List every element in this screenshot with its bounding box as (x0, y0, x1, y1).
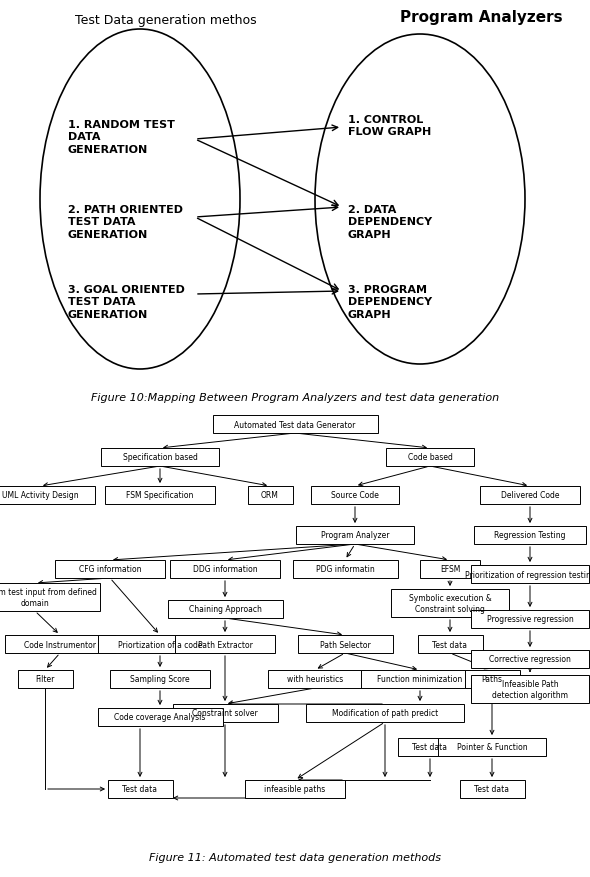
Text: CFG information: CFG information (78, 565, 141, 574)
Text: Code based: Code based (408, 453, 453, 462)
Text: Code Instrumentor: Code Instrumentor (24, 639, 96, 649)
Text: PDG informatin: PDG informatin (316, 565, 375, 574)
FancyBboxPatch shape (398, 738, 463, 756)
Text: infeasible paths: infeasible paths (264, 785, 326, 794)
FancyBboxPatch shape (474, 526, 586, 545)
Text: Test Data generation methos: Test Data generation methos (75, 14, 257, 27)
FancyBboxPatch shape (297, 635, 392, 653)
FancyBboxPatch shape (471, 650, 589, 668)
Text: 2. PATH ORIENTED
TEST DATA
GENERATION: 2. PATH ORIENTED TEST DATA GENERATION (68, 204, 183, 239)
Text: 3. GOAL ORIENTED
TEST DATA
GENERATION: 3. GOAL ORIENTED TEST DATA GENERATION (68, 285, 185, 319)
Text: 3. PROGRAM
DEPENDENCY
GRAPH: 3. PROGRAM DEPENDENCY GRAPH (348, 285, 432, 319)
Text: Program Analyzers: Program Analyzers (400, 10, 563, 25)
Text: Figure 11: Automated test data generation methods: Figure 11: Automated test data generatio… (149, 852, 441, 862)
Text: Prioritization of regression testing: Prioritization of regression testing (465, 570, 590, 579)
Text: Infeasible Path
detection algorithm: Infeasible Path detection algorithm (492, 680, 568, 699)
Text: Automated Test data Generator: Automated Test data Generator (234, 420, 356, 429)
Text: Test data: Test data (474, 785, 510, 794)
Text: 1. RANDOM TEST
DATA
GENERATION: 1. RANDOM TEST DATA GENERATION (68, 120, 175, 154)
Text: Program Analyzer: Program Analyzer (321, 531, 389, 540)
FancyBboxPatch shape (311, 487, 399, 504)
FancyBboxPatch shape (418, 635, 483, 653)
FancyBboxPatch shape (101, 448, 219, 467)
FancyBboxPatch shape (293, 560, 398, 578)
FancyBboxPatch shape (175, 635, 275, 653)
Text: Modification of path predict: Modification of path predict (332, 709, 438, 717)
FancyBboxPatch shape (107, 781, 172, 798)
Text: Priortization of a code: Priortization of a code (118, 639, 202, 649)
Text: Random test input from defined
domain: Random test input from defined domain (0, 588, 96, 607)
FancyBboxPatch shape (0, 487, 95, 504)
Text: Filter: Filter (35, 674, 55, 684)
FancyBboxPatch shape (438, 738, 546, 756)
FancyBboxPatch shape (267, 670, 362, 688)
FancyBboxPatch shape (245, 781, 345, 798)
Text: Figure 10:Mapping Between Program Analyzers and test data generation: Figure 10:Mapping Between Program Analyz… (91, 393, 499, 403)
Text: FSM Specification: FSM Specification (126, 491, 194, 500)
Text: Constraint solver: Constraint solver (192, 709, 258, 717)
Text: Paths: Paths (481, 674, 503, 684)
Text: Test data: Test data (432, 639, 467, 649)
FancyBboxPatch shape (247, 487, 293, 504)
FancyBboxPatch shape (480, 487, 580, 504)
FancyBboxPatch shape (361, 670, 479, 688)
Text: Pointer & Function: Pointer & Function (457, 743, 527, 752)
FancyBboxPatch shape (391, 589, 509, 617)
Text: Test data: Test data (412, 743, 447, 752)
Text: Source Code: Source Code (331, 491, 379, 500)
FancyBboxPatch shape (170, 560, 280, 578)
FancyBboxPatch shape (471, 566, 589, 583)
FancyBboxPatch shape (212, 416, 378, 433)
Text: with heuristics: with heuristics (287, 674, 343, 684)
FancyBboxPatch shape (172, 704, 277, 722)
Text: Chaining Approach: Chaining Approach (189, 605, 261, 614)
FancyBboxPatch shape (105, 487, 215, 504)
Text: 2. DATA
DEPENDENCY
GRAPH: 2. DATA DEPENDENCY GRAPH (348, 204, 432, 239)
FancyBboxPatch shape (97, 635, 222, 653)
FancyBboxPatch shape (97, 709, 222, 726)
Text: Sampling Score: Sampling Score (130, 674, 190, 684)
FancyBboxPatch shape (386, 448, 474, 467)
Text: Delivered Code: Delivered Code (501, 491, 559, 500)
Text: Regression Testing: Regression Testing (494, 531, 566, 540)
Text: Symbolic execution &
Constraint solving: Symbolic execution & Constraint solving (409, 594, 491, 613)
Text: Corrective regression: Corrective regression (489, 655, 571, 664)
Text: 1. CONTROL
FLOW GRAPH: 1. CONTROL FLOW GRAPH (348, 115, 431, 137)
FancyBboxPatch shape (306, 704, 464, 722)
FancyBboxPatch shape (296, 526, 414, 545)
FancyBboxPatch shape (420, 560, 480, 578)
Text: DDG information: DDG information (193, 565, 257, 574)
Text: Path Selector: Path Selector (320, 639, 371, 649)
Text: UML Activity Design: UML Activity Design (2, 491, 78, 500)
Text: ORM: ORM (261, 491, 279, 500)
Text: Code coverage Analysis: Code coverage Analysis (114, 713, 206, 722)
FancyBboxPatch shape (460, 781, 525, 798)
Text: EFSM: EFSM (440, 565, 460, 574)
FancyBboxPatch shape (110, 670, 210, 688)
FancyBboxPatch shape (471, 610, 589, 628)
FancyBboxPatch shape (5, 635, 115, 653)
FancyBboxPatch shape (471, 675, 589, 703)
FancyBboxPatch shape (18, 670, 73, 688)
FancyBboxPatch shape (55, 560, 165, 578)
FancyBboxPatch shape (168, 601, 283, 618)
Text: Function minimization: Function minimization (378, 674, 463, 684)
FancyBboxPatch shape (0, 583, 100, 611)
Text: Specification based: Specification based (123, 453, 198, 462)
Text: Progressive regression: Progressive regression (487, 615, 573, 624)
Text: Path Extractor: Path Extractor (198, 639, 253, 649)
FancyBboxPatch shape (464, 670, 520, 688)
Text: Test data: Test data (123, 785, 158, 794)
